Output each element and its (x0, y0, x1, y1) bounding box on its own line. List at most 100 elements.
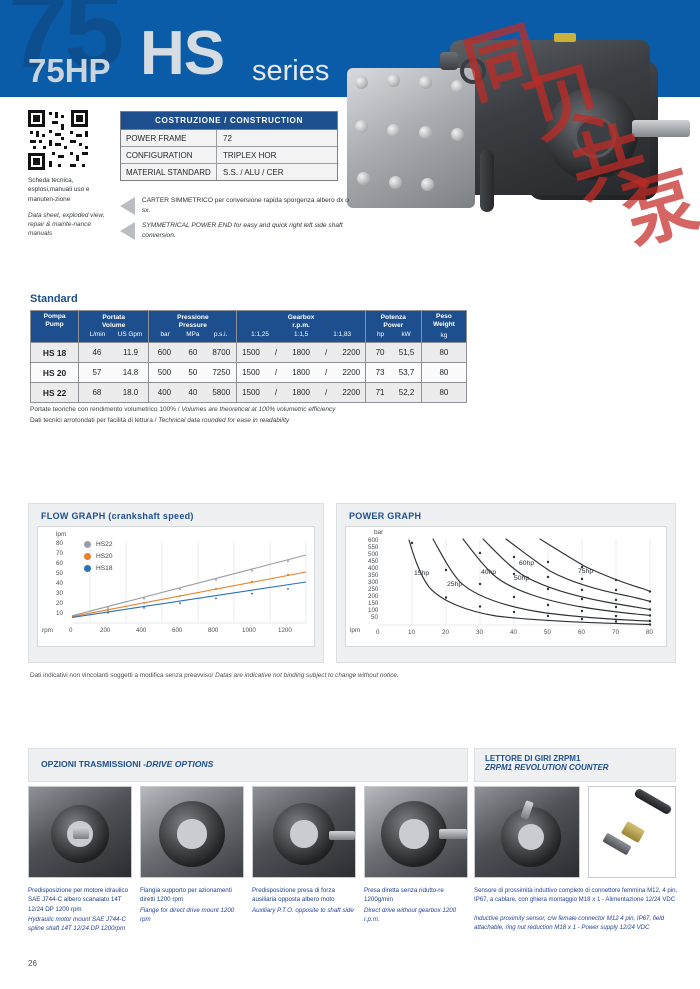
cell-power: 73 53,7 (364, 362, 422, 384)
flow-ytick: 80 (56, 540, 63, 547)
cell-pressure: 400 40 5800 (148, 382, 238, 404)
legend-dot-hs22 (84, 541, 91, 548)
power-xtick: 40 (510, 629, 517, 636)
pto-flange (273, 803, 335, 865)
drive-option-caption-4: Presa diretta senza ridutto-re 1200g/min… (364, 887, 457, 923)
cell-pump: HS 22 (29, 382, 80, 404)
flow-graph-title: FLOW GRAPH (crankshaft speed) (41, 511, 194, 521)
flow-x-axis-label: rpm (42, 627, 54, 634)
power-graph-panel: POWER GRAPH (336, 503, 676, 663)
power-ytick: 150 (368, 600, 379, 607)
flow-ytick: 70 (56, 550, 63, 557)
zrpm-photo-gearbox[interactable] (474, 786, 580, 878)
flow-xtick: 800 (208, 627, 219, 634)
cell-gearbox: 1500/1800/2200 (236, 382, 366, 404)
power-ytick: 250 (368, 586, 379, 593)
cell-weight: 80 (420, 382, 468, 404)
pump-lifting-eye (460, 58, 486, 84)
power-y-axis-label: bar (374, 529, 384, 536)
zrpm-sensor-caption: Sensore di prossimità induttivo completo… (474, 887, 678, 932)
power-graph-title: POWER GRAPH (349, 511, 422, 521)
qr-block: Scheda tecnica, esplosi,manuali uso e ma… (28, 110, 106, 239)
series-word: series (252, 55, 330, 87)
qr-code-icon[interactable] (28, 110, 88, 170)
table-row: HS 18 46 11.9 600 60 8700 1500/1800/2200 70… (29, 342, 468, 364)
flow-ytick: 50 (56, 570, 63, 577)
col-gearbox: Gearbox r.p.m. 1:1,25 1:1,5 1:1,83 (236, 309, 366, 344)
drive-option-photo-3[interactable] (252, 786, 356, 878)
table-row: MATERIAL STANDARD S.S. / ALU / CER (121, 164, 337, 180)
pump-fluid-end (347, 68, 475, 208)
model-name: HS (140, 19, 225, 88)
cell-volume: 57 14.8 (78, 362, 150, 384)
col-pump: Pompa Pump (29, 309, 80, 344)
power-ytick: 500 (368, 551, 379, 558)
drive-options-title-en: DRIVE OPTIONS (146, 759, 214, 769)
curve-label-40hp: 40hp (481, 569, 497, 576)
construction-key: MATERIAL STANDARD (121, 164, 217, 180)
pump-cap (440, 52, 458, 70)
carter-note-it: CARTER SIMMETRICO per conversione rapida… (120, 196, 350, 216)
power-x-axis-label: lpm (350, 627, 361, 634)
drive-option-photo-2[interactable] (140, 786, 244, 878)
col-power: Potenza Power hp kW (364, 309, 422, 344)
pump-yellow-marker (554, 33, 576, 42)
pump-product-photo: 同 贝 共 泵 (332, 0, 700, 250)
flow-xtick: 0 (69, 627, 73, 634)
cell-volume: 46 11.9 (78, 342, 150, 364)
drive-option-photo-4[interactable] (364, 786, 468, 878)
power-xtick: 50 (544, 629, 551, 636)
cell-weight: 80 (420, 342, 468, 364)
drive-option-caption-2: Flangia supporto per azionamenti diretti… (140, 887, 235, 923)
pump-inlet-tube (480, 150, 494, 212)
flow-ytick: 10 (56, 610, 63, 617)
cell-volume: 68 18.0 (78, 382, 150, 404)
zrpm-title-en: ZRPM1 REVOLUTION COUNTER (485, 763, 609, 772)
curve-label-75hp: 75hp (578, 568, 594, 575)
table-row: POWER FRAME 72 (121, 130, 337, 147)
flow-graph-svg (71, 543, 307, 624)
curve-label-15hp: 15hp (414, 570, 430, 577)
construction-table: COSTRUZIONE / CONSTRUCTION POWER FRAME 7… (120, 111, 338, 181)
flow-xtick: 600 (172, 627, 183, 634)
ghost-number-75: 75 (8, 0, 124, 90)
legend-dot-hs18 (84, 565, 91, 572)
power-xtick: 10 (408, 629, 415, 636)
construction-key: CONFIGURATION (121, 147, 217, 163)
cell-gearbox: 1500/1800/2200 (236, 342, 366, 364)
drive-option-caption-3: Predisposizione presa di forza ausiliari… (252, 887, 354, 914)
pump-gear-housing (546, 88, 638, 180)
drive-option-photo-1[interactable] (28, 786, 132, 878)
construction-value: S.S. / ALU / CER (217, 164, 337, 180)
qr-caption-en: Data sheet, exploded view, repair & main… (28, 211, 105, 238)
power-ytick: 100 (368, 607, 379, 614)
horsepower-label: 75HP (28, 52, 111, 89)
direct-drive-flange (381, 801, 447, 867)
cell-pump: HS 18 (29, 342, 80, 364)
construction-table-title: COSTRUZIONE / CONSTRUCTION (121, 112, 337, 130)
flow-ytick: 30 (56, 590, 63, 597)
power-xtick: 60 (578, 629, 585, 636)
qr-caption-it: Scheda tecnica, esplosi,manuali uso e ma… (28, 177, 90, 203)
power-ytick: 50 (371, 614, 378, 621)
zrpm-photo-sensor[interactable] (588, 786, 676, 878)
standard-section-title: Standard (30, 293, 78, 305)
cell-pump: HS 20 (29, 362, 80, 384)
page-number: 26 (28, 959, 37, 968)
legend-label-hs18: HS18 (96, 565, 113, 572)
carter-note-en: SYMMETRICAL POWER END for easy and quick… (120, 221, 350, 241)
power-ytick: 300 (368, 579, 379, 586)
construction-value: TRIPLEX HOR (217, 147, 337, 163)
cell-gearbox: 1500/1800/2200 (236, 362, 366, 384)
cell-weight: 80 (420, 362, 468, 384)
zrpm-title-it: LETTORE DI GIRI ZRPM1 (485, 754, 581, 763)
power-xtick: 80 (646, 629, 653, 636)
power-ytick: 400 (368, 565, 379, 572)
col-weight: Peso Weight kg (420, 309, 468, 344)
drive-options-header: OPZIONI TRASMISSIONI - DRIVE OPTIONS (28, 748, 468, 782)
cell-power: 71 52,2 (364, 382, 422, 404)
flow-graph-panel: FLOW GRAPH (crankshaft speed) (28, 503, 324, 663)
table-row: CONFIGURATION TRIPLEX HOR (121, 147, 337, 164)
table-row: HS 22 68 18.0 400 40 5800 1500/1800/2200 71… (29, 382, 468, 404)
flow-xtick: 200 (100, 627, 111, 634)
